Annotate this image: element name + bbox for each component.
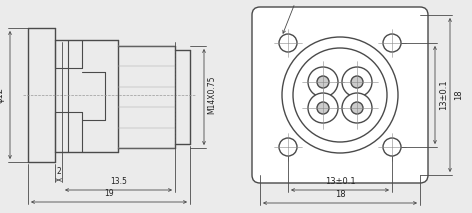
Circle shape [383, 138, 401, 156]
Circle shape [383, 34, 401, 52]
Circle shape [279, 34, 297, 52]
Circle shape [342, 93, 372, 123]
Circle shape [279, 138, 297, 156]
Circle shape [342, 67, 372, 97]
Circle shape [317, 102, 329, 114]
Text: 18: 18 [335, 190, 346, 199]
Text: 2: 2 [56, 167, 61, 176]
Circle shape [293, 48, 387, 142]
Circle shape [351, 76, 363, 88]
Text: 13±0.1: 13±0.1 [325, 177, 355, 186]
Text: 18: 18 [454, 90, 463, 100]
Circle shape [308, 67, 338, 97]
Circle shape [317, 76, 329, 88]
Circle shape [308, 93, 338, 123]
Text: 19: 19 [104, 189, 114, 198]
Text: 13±0.1: 13±0.1 [439, 80, 448, 110]
Text: M14X0.75: M14X0.75 [208, 76, 217, 114]
Circle shape [282, 37, 398, 153]
Text: 13.5: 13.5 [110, 177, 127, 186]
Text: φ12: φ12 [0, 87, 5, 103]
Circle shape [351, 102, 363, 114]
FancyBboxPatch shape [252, 7, 428, 183]
